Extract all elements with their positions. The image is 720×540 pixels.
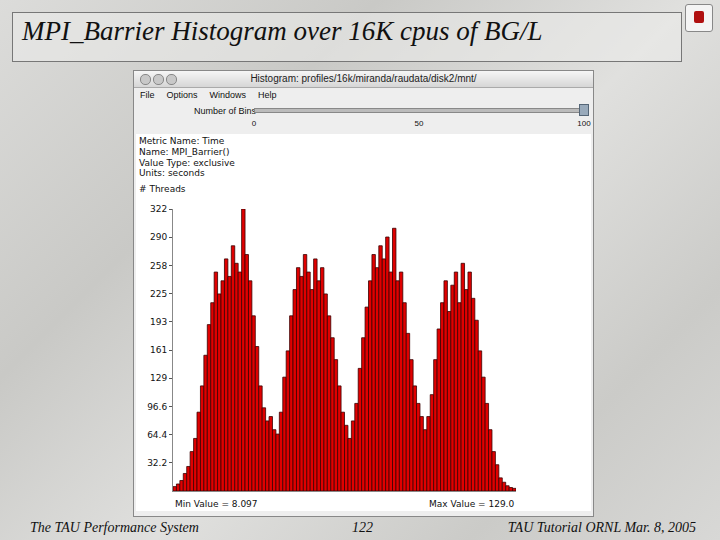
html-text:Windows: Windows xyxy=(209,90,247,100)
html-text:Help: Help xyxy=(258,90,277,100)
svg-text:161: 161 xyxy=(150,345,167,355)
html-text:0: 0 xyxy=(251,119,257,128)
html-text:Options: Options xyxy=(166,90,198,100)
html-text:Histogram: profiles/16k/mirand: Histogram: profiles/16k/miranda/raudata/… xyxy=(250,73,477,84)
html-text:TAU Tutorial ORNL Mar. 8, 2005: TAU Tutorial ORNL Mar. 8, 2005 xyxy=(507,520,696,535)
svg-text:96.6: 96.6 xyxy=(147,402,167,412)
html-text:50: 50 xyxy=(414,119,424,128)
svg-text:Min Value = 8.097: Min Value = 8.097 xyxy=(175,499,258,509)
svg-text:258: 258 xyxy=(150,261,167,271)
svg-text:Name: MPI_Barrier(): Name: MPI_Barrier() xyxy=(139,147,229,157)
svg-text:Units: seconds: Units: seconds xyxy=(139,168,205,178)
svg-text:193: 193 xyxy=(150,317,167,327)
html-text:100: 100 xyxy=(577,119,591,128)
html-text:MPI_Barrier Histogram over 16K: MPI_Barrier Histogram over 16K cpus of B… xyxy=(22,16,543,46)
svg-text:32.2: 32.2 xyxy=(147,458,167,468)
svg-text:Max Value = 129.0: Max Value = 129.0 xyxy=(429,499,514,509)
html-text:Number of Bins: Number of Bins xyxy=(194,106,256,116)
html-text:File: File xyxy=(140,90,155,100)
svg-text:64.4: 64.4 xyxy=(147,430,167,440)
html-text:The TAU Performance System: The TAU Performance System xyxy=(30,520,199,535)
html-text:122: 122 xyxy=(352,520,373,535)
svg-text:Value Type: exclusive: Value Type: exclusive xyxy=(139,158,235,168)
svg-text:290: 290 xyxy=(150,232,167,242)
svg-text:# Threads: # Threads xyxy=(139,184,186,194)
svg-text:322: 322 xyxy=(150,204,167,214)
svg-text:129: 129 xyxy=(150,373,167,383)
svg-text:225: 225 xyxy=(150,289,167,299)
svg-text:Metric Name: Time: Metric Name: Time xyxy=(139,136,225,146)
